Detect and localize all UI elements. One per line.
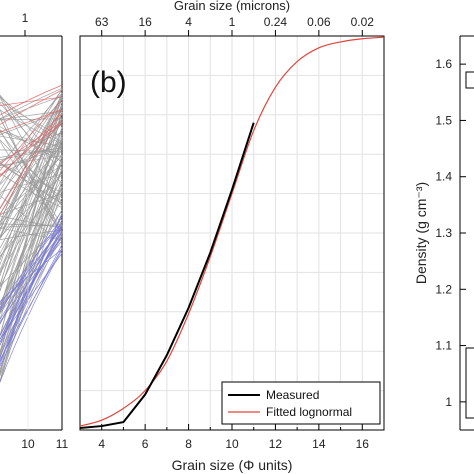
right-panel: 1 1.1 1.2 1.3 1.4 1.5 1.6 Density (g cm⁻³) — [413, 35, 474, 431]
right-y-tick-label: 1.3 — [435, 226, 452, 240]
left-curve-red — [0, 118, 63, 215]
left-curve-red — [0, 99, 63, 171]
x-axis-label: Grain size (Φ units) — [172, 457, 293, 473]
x-tick-label: 14 — [312, 437, 326, 451]
left-curve-red — [0, 96, 63, 106]
top-tick-label: 0.24 — [264, 15, 288, 29]
left-curve-gray — [0, 180, 63, 359]
legend-box — [221, 381, 381, 425]
left-panel: 1 10 11 — [0, 11, 69, 451]
right-y-tick-label: 1.5 — [435, 113, 452, 127]
x-tick-label: 10 — [225, 437, 239, 451]
top-tick-label: 0.02 — [351, 15, 375, 29]
top-tick-label: 63 — [95, 15, 109, 29]
left-curve-red — [0, 121, 63, 164]
left-curve-blue — [0, 217, 63, 313]
left-curve-gray — [0, 123, 63, 185]
left-curve-gray — [0, 157, 63, 311]
top-tick-label: 0.06 — [307, 15, 331, 29]
right-y-tick-label: 1.1 — [435, 339, 452, 353]
left-curve-gray — [0, 121, 63, 196]
left-curve-gray — [0, 189, 63, 257]
legend-label-fitted: Fitted lognormal — [266, 405, 352, 419]
left-top-tick-label: 1 — [22, 11, 29, 25]
left-x-tick-label-11: 11 — [56, 437, 69, 451]
legend-label-measured: Measured — [266, 388, 319, 402]
x-tick-label: 4 — [98, 437, 105, 451]
left-curve-red — [0, 109, 63, 133]
left-curve-gray — [0, 130, 63, 148]
left-curve-blue — [0, 235, 63, 340]
series-fitted-lognormal — [79, 36, 385, 427]
left-curve-gray — [0, 171, 63, 274]
right-y-tick-label: 1.4 — [435, 170, 452, 184]
left-curve-blue — [0, 244, 63, 367]
panel-b: 4 6 8 10 12 14 16 63 16 4 1 0.24 0.06 0.02 Grain size… — [79, 0, 385, 473]
left-curve-blue — [0, 231, 63, 343]
left-curve-gray — [0, 140, 63, 353]
right-top-box-edge — [465, 71, 474, 89]
right-legend-edge — [465, 347, 474, 419]
left-curve-red — [0, 89, 63, 125]
panel-b-ticks: 4 6 8 10 12 14 16 63 16 4 1 0.24 0.06 0.02 — [79, 15, 385, 451]
left-curve-gray — [0, 96, 63, 223]
panel-b-series — [79, 36, 385, 430]
panel-b-label: (b) — [90, 66, 127, 99]
left-curve-gray — [0, 131, 63, 202]
left-curve-gray — [0, 98, 63, 277]
top-tick-label: 4 — [185, 15, 192, 29]
left-curve-gray — [0, 163, 63, 287]
left-curve-gray — [0, 198, 63, 325]
right-y-tick-label: 1 — [445, 395, 452, 409]
top-axis-label: Grain size (microns) — [174, 0, 290, 13]
right-y-axis-label: Density (g cm⁻³) — [413, 182, 429, 284]
left-curve-gray — [0, 94, 63, 164]
left-curve-gray — [0, 146, 63, 273]
left-curve-gray — [0, 135, 63, 146]
left-curve-blue — [0, 248, 63, 360]
left-curve-gray — [0, 119, 63, 261]
left-curve-blue — [0, 209, 63, 325]
x-tick-label: 12 — [269, 437, 283, 451]
x-tick-label: 6 — [142, 437, 149, 451]
top-tick-label: 1 — [229, 15, 236, 29]
x-tick-label: 8 — [185, 437, 192, 451]
left-curves-group — [0, 84, 63, 383]
right-y-ticks: 1 1.1 1.2 1.3 1.4 1.5 1.6 — [435, 57, 466, 409]
left-curve-blue — [0, 249, 63, 383]
left-curve-red — [0, 84, 63, 116]
left-curve-red — [0, 113, 63, 178]
left-curve-gray — [0, 127, 63, 309]
left-curve-gray — [0, 88, 63, 120]
left-curve-gray — [0, 109, 63, 230]
left-curve-blue — [0, 224, 63, 320]
panel-b-grid — [80, 36, 384, 430]
left-curve-blue — [0, 249, 63, 302]
left-curve-gray — [0, 169, 63, 311]
right-y-tick-label: 1.2 — [435, 282, 452, 296]
left-curve-gray — [0, 109, 63, 145]
left-curve-blue — [0, 225, 63, 336]
left-curve-gray — [0, 138, 63, 310]
left-curve-gray — [0, 92, 63, 166]
right-y-tick-label: 1.6 — [435, 57, 452, 71]
left-x-tick-label-10: 10 — [21, 437, 35, 451]
left-curve-gray — [0, 173, 63, 208]
left-curve-blue — [0, 222, 63, 340]
x-tick-label: 16 — [356, 437, 370, 451]
top-tick-label: 16 — [138, 15, 152, 29]
legend: Measured Fitted lognormal — [221, 381, 381, 425]
series-measured — [79, 122, 255, 430]
left-curve-gray — [0, 129, 63, 230]
left-curve-blue — [0, 240, 63, 322]
left-curve-gray — [0, 111, 63, 292]
